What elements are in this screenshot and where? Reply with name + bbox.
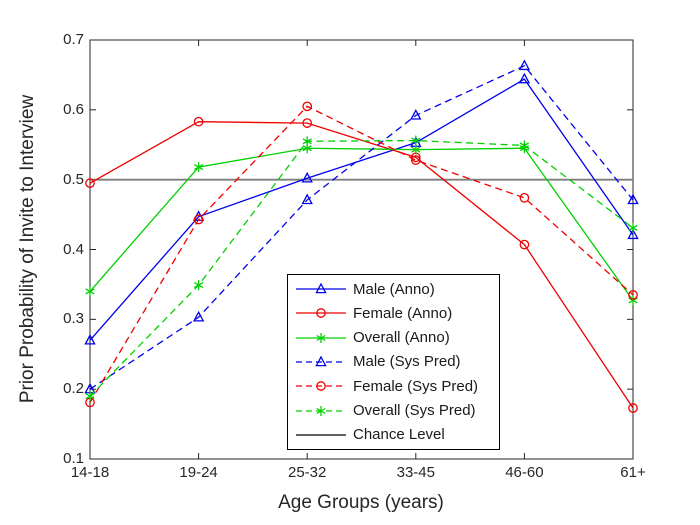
legend-line-sample — [296, 434, 346, 436]
triangle-marker — [301, 171, 313, 183]
legend: Male (Anno) Female (Anno) Overall (Anno) Ma… — [287, 274, 500, 450]
legend-label: Overall (Anno) — [353, 329, 450, 347]
asterisk-marker — [316, 334, 326, 341]
series-female-sys-pred — [85, 101, 638, 408]
x-tick-label: 61+ — [620, 464, 646, 481]
triangle-marker — [627, 228, 639, 240]
legend-label: Male (Anno) — [353, 280, 435, 298]
asterisk-marker — [85, 288, 95, 295]
asterisk-marker — [316, 407, 326, 414]
legend-entry-chance-level: Chance Level — [288, 423, 499, 447]
y-tick-label: 0.2 — [63, 380, 84, 398]
triangle-marker — [301, 193, 313, 205]
y-tick-label: 0.3 — [63, 310, 84, 328]
line-male-sys-pred — [89, 65, 634, 390]
circle-marker — [410, 155, 421, 165]
line-overall-anno — [89, 147, 634, 301]
line-female-anno — [89, 121, 634, 409]
circle-marker — [85, 178, 95, 189]
legend-line-sample — [296, 355, 346, 367]
circle-marker — [302, 101, 313, 112]
asterisk-marker — [411, 146, 421, 153]
triangle-marker — [410, 109, 422, 120]
y-tick-label: 0.4 — [63, 240, 84, 258]
y-tick-label: 0.7 — [63, 31, 84, 48]
legend-line-sample — [296, 332, 346, 343]
legend-label: Chance Level — [353, 426, 445, 444]
circle-marker — [628, 290, 638, 300]
legend-entry-male-anno: Male (Anno) — [288, 277, 499, 301]
asterisk-marker — [85, 393, 95, 400]
asterisk-marker — [193, 164, 204, 171]
legend-entry-female-sys-pred: Female (Sys Pred) — [288, 374, 499, 398]
asterisk-marker — [302, 145, 312, 152]
circle-marker — [519, 239, 530, 250]
legend-entry-overall-sys-pred: Overall (Sys Pred) — [288, 399, 499, 423]
circle-marker — [193, 116, 204, 127]
x-tick-label: 14-18 — [70, 464, 110, 481]
asterisk-marker — [302, 138, 312, 145]
asterisk-marker — [628, 224, 638, 231]
x-axis-label: Age Groups (years) — [278, 492, 444, 513]
circle-marker — [302, 118, 313, 128]
x-tick-label: 46-60 — [505, 464, 544, 481]
legend-label: Male (Sys Pred) — [353, 353, 461, 371]
triangle-marker — [627, 193, 639, 205]
x-tick-label: 33-45 — [396, 464, 435, 481]
legend-entry-overall-anno: Overall (Anno) — [288, 326, 499, 350]
legend-entry-male-sys-pred: Male (Sys Pred) — [288, 350, 499, 374]
y-tick-label: 0.5 — [63, 170, 84, 188]
triangle-marker — [315, 282, 327, 294]
legend-label: Female (Anno) — [353, 304, 453, 322]
legend-line-sample — [296, 405, 346, 416]
asterisk-marker — [628, 297, 638, 304]
circle-marker — [316, 381, 326, 392]
legend-line-sample — [296, 282, 346, 294]
line-male-anno — [89, 78, 634, 341]
circle-marker — [316, 308, 326, 319]
circle-marker — [193, 214, 204, 225]
series-overall-sys-pred — [85, 135, 638, 402]
line-female-sys-pred — [89, 105, 634, 403]
legend-line-sample — [296, 381, 346, 392]
asterisk-marker — [519, 142, 530, 149]
y-tick-label: 0.1 — [63, 450, 84, 467]
triangle-marker — [518, 59, 531, 71]
triangle-marker — [315, 355, 327, 367]
asterisk-marker — [411, 137, 421, 144]
x-tick-label: 19-24 — [179, 464, 218, 481]
legend-label: Female (Sys Pred) — [353, 377, 479, 395]
circle-marker — [628, 403, 638, 413]
legend-line-sample — [296, 308, 346, 319]
asterisk-marker — [193, 282, 204, 289]
triangle-marker — [84, 333, 96, 345]
legend-entry-female-anno: Female (Anno) — [288, 301, 499, 325]
y-tick-label: 0.6 — [63, 100, 84, 118]
triangle-marker — [518, 72, 531, 84]
line-overall-sys-pred — [89, 139, 634, 397]
circle-marker — [519, 192, 530, 203]
x-tick-label: 25-32 — [288, 464, 327, 481]
legend-label: Overall (Sys Pred) — [353, 402, 476, 420]
triangle-marker — [192, 310, 205, 322]
